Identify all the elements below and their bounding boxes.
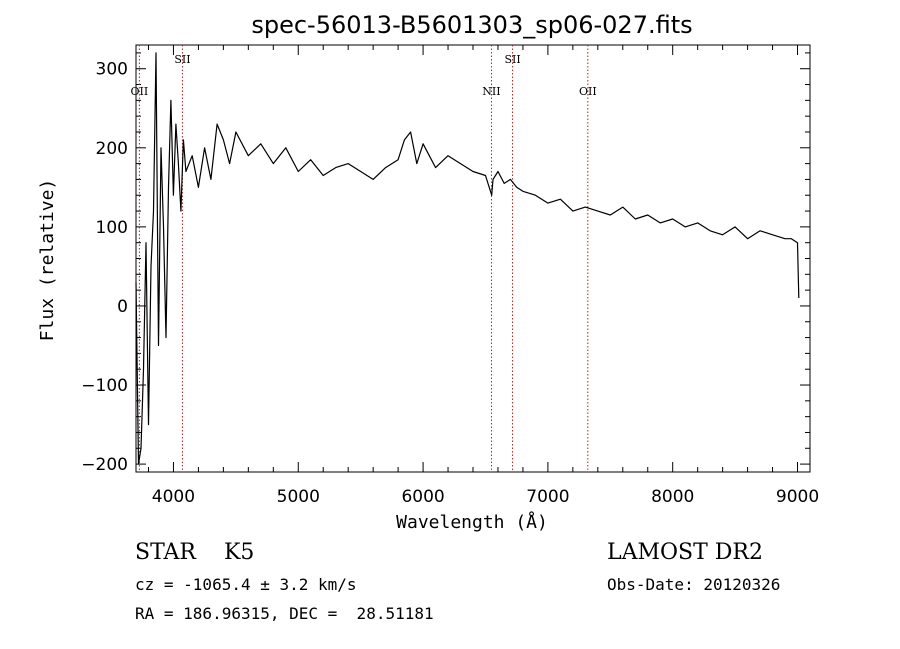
obs-date: Obs-Date: 20120326	[607, 575, 781, 594]
y-tick-label: 100	[96, 218, 128, 238]
plot-area: 4000 5000 6000 7000 8000 9000 −200 −100 0 100 200 3…	[81, 44, 819, 507]
y-tick-label: 200	[96, 139, 128, 159]
x-tick-label: 6000	[401, 487, 444, 507]
chart-title: spec-56013-B5601303_sp06-027.fits	[251, 11, 692, 39]
survey-name: LAMOST DR2	[607, 540, 763, 565]
y-tick-label: −100	[81, 376, 128, 396]
y-tick-label: 300	[96, 60, 128, 80]
redshift-text: cz = -1065.4 ± 3.2 km/s	[135, 575, 357, 594]
spectrum-line	[135, 52, 800, 465]
x-tick-label: 5000	[277, 487, 320, 507]
emission-line-label: OII	[579, 85, 597, 98]
ra-dec: RA = 186.96315, DEC = 28.51181	[135, 604, 434, 623]
plot-frame	[135, 44, 811, 473]
emission-line-label: SII	[504, 53, 520, 66]
y-tick-label: −200	[81, 455, 128, 475]
y-axis-label: Flux (relative)	[37, 179, 58, 342]
x-tick-label: 4000	[152, 487, 195, 507]
emission-line-label: NII	[482, 85, 500, 98]
x-tick-label: 7000	[526, 487, 569, 507]
emission-line-label: SII	[174, 53, 190, 66]
x-tick-label: 9000	[776, 487, 819, 507]
object-class: STAR K5	[135, 540, 255, 565]
x-axis-label: Wavelength (Å)	[396, 511, 548, 533]
y-tick-label: 0	[117, 297, 128, 317]
x-tick-label: 8000	[651, 487, 694, 507]
emission-line-label: OII	[131, 85, 149, 98]
